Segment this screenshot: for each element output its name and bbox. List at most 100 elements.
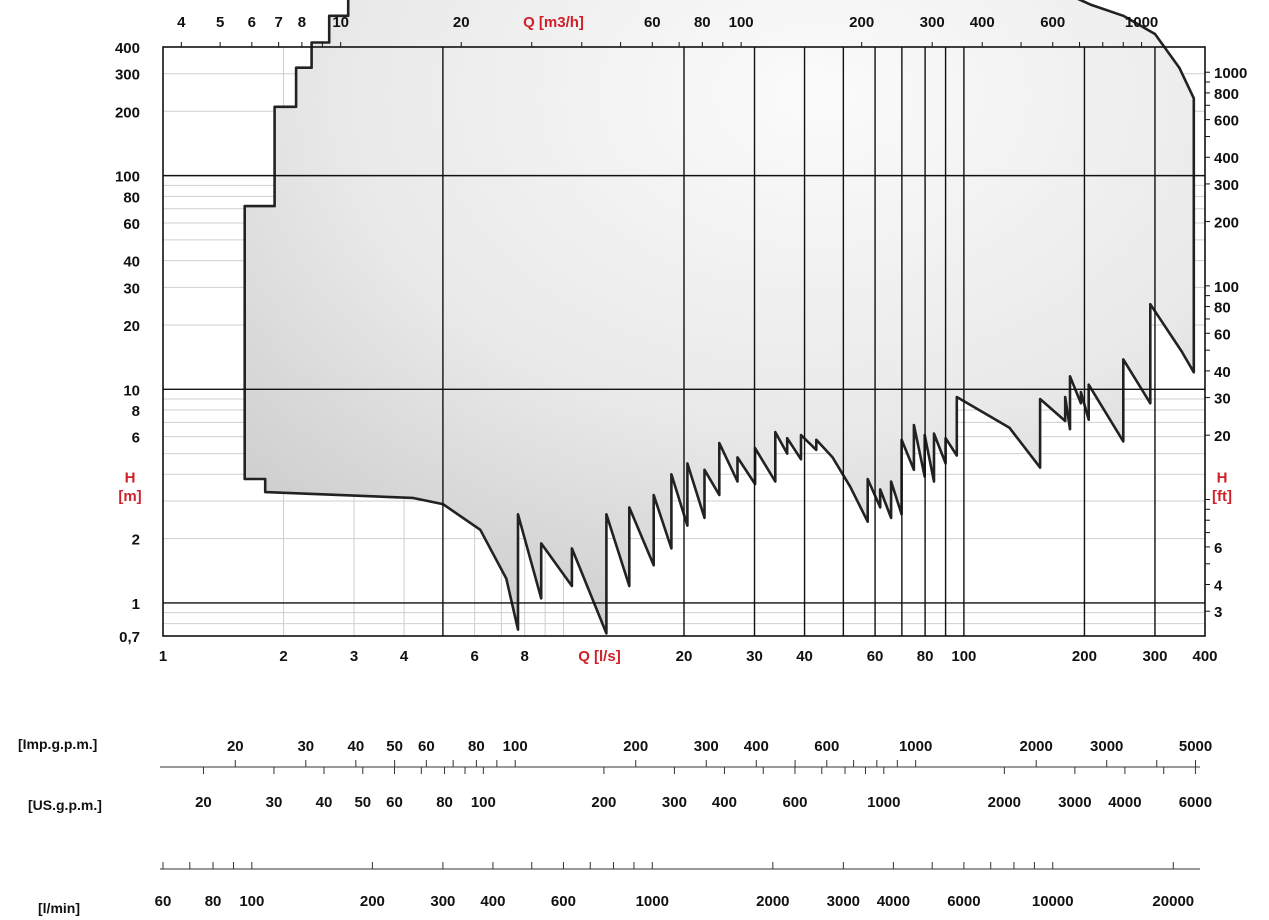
lmin-label: 80: [205, 893, 222, 910]
x2-tick-label: 7: [274, 14, 282, 31]
lmin-label: 400: [480, 893, 505, 910]
x2-tick-label: 5: [216, 14, 224, 31]
x2-tick-label: 60: [644, 14, 661, 31]
us-gpm-label: 20: [195, 794, 212, 811]
x-tick-label: 4: [400, 648, 409, 665]
lmin-label: 3000: [827, 893, 860, 910]
y2-tick-label: 30: [1214, 391, 1231, 408]
us-gpm-label: 60: [386, 794, 403, 811]
x-tick-label: 200: [1072, 648, 1097, 665]
x2-tick-label: 6: [248, 14, 256, 31]
imp-gpm-label: 1000: [899, 738, 932, 755]
x-tick-label: 20: [676, 648, 693, 665]
y2-tick-label: 4: [1214, 578, 1223, 595]
lmin-label: 20000: [1152, 893, 1194, 910]
axes: [162, 42, 1210, 637]
y2-tick-label: 20: [1214, 428, 1231, 445]
us-gpm-label: 600: [782, 794, 807, 811]
x2-tick-label: 4: [177, 14, 186, 31]
y-tick-label: 40: [123, 254, 140, 271]
imp-gpm-unit: [Imp.g.p.m.]: [18, 736, 97, 752]
us-gpm-label: 400: [712, 794, 737, 811]
x-tick-label: 1: [159, 648, 167, 665]
y-tick-label: 6: [132, 430, 140, 447]
lmin-label: 300: [430, 893, 455, 910]
y2-tick-label: 400: [1214, 150, 1239, 167]
x-tick-label: 80: [917, 648, 934, 665]
x2-tick-label: 300: [920, 14, 945, 31]
y-tick-label: 300: [115, 67, 140, 84]
x2-tick-label: 80: [694, 14, 711, 31]
x2-tick-label: 200: [849, 14, 874, 31]
lmin-label: 2000: [756, 893, 789, 910]
x-tick-label: 40: [796, 648, 813, 665]
y-tick-label: 8: [132, 403, 140, 420]
x-tick-label: 300: [1142, 648, 1167, 665]
y-tick-label: 2: [132, 532, 140, 549]
lmin-label: 100: [239, 893, 264, 910]
y-tick-label: 20: [123, 318, 140, 335]
us-gpm-label: 6000: [1179, 794, 1212, 811]
lower-unit-scales: 20 30 40 50 60 80 100 200 300 400 600 1000 2000 3000 5…: [18, 736, 1212, 916]
x-tick-label: 60: [867, 648, 884, 665]
y2-tick-label: 300: [1214, 177, 1239, 194]
us-gpm-label: 80: [436, 794, 453, 811]
us-gpm-label: 300: [662, 794, 687, 811]
us-gpm-label: 200: [591, 794, 616, 811]
y-tick-label: 10: [123, 382, 140, 399]
x2-tick-label: 20: [453, 14, 470, 31]
us-gpm-label: 3000: [1058, 794, 1091, 811]
lmin-unit: [l/min]: [38, 900, 80, 916]
us-gpm-label: 100: [471, 794, 496, 811]
x2-axis-label: Q [m3/h]: [523, 14, 584, 31]
x-tick-label: 6: [470, 648, 478, 665]
imp-gpm-label: 80: [468, 738, 485, 755]
imp-gpm-label: 40: [347, 738, 364, 755]
us-gpm-label: 2000: [988, 794, 1021, 811]
plot-frame: [162, 46, 1206, 637]
y2-axis-label-bottom: [ft]: [1212, 488, 1232, 505]
imp-gpm-label: 20: [227, 738, 244, 755]
y2-tick-label: 200: [1214, 215, 1239, 232]
us-gpm-label: 1000: [867, 794, 900, 811]
lmin-label: 6000: [947, 893, 980, 910]
y2-tick-label: 6: [1214, 540, 1222, 557]
grid-major: [163, 47, 1205, 636]
y2-axis-label-top: H: [1217, 470, 1228, 487]
lmin-label: 1000: [636, 893, 669, 910]
x2-tick-label: 600: [1040, 14, 1065, 31]
y-tick-label: 80: [123, 189, 140, 206]
imp-gpm-label: 60: [418, 738, 435, 755]
y-tick-label: 1: [132, 596, 140, 613]
x-tick-label: 100: [951, 648, 976, 665]
imp-gpm-label: 3000: [1090, 738, 1123, 755]
x-tick-label: 2: [279, 648, 287, 665]
us-gpm-label: 40: [316, 794, 333, 811]
imp-gpm-label: 400: [744, 738, 769, 755]
x2-tick-label: 10: [332, 14, 349, 31]
x-tick-label: 30: [746, 648, 763, 665]
us-gpm-label: 50: [354, 794, 371, 811]
imp-gpm-label: 300: [694, 738, 719, 755]
y-axis-label-top: H: [125, 470, 136, 487]
imp-gpm-label: 100: [503, 738, 528, 755]
y2-tick-label: 3: [1214, 604, 1222, 621]
y2-tick-label: 60: [1214, 326, 1231, 343]
lmin-label: 60: [155, 893, 172, 910]
y-tick-label: 100: [115, 169, 140, 186]
lmin-label: 200: [360, 893, 385, 910]
imp-gpm-label: 600: [814, 738, 839, 755]
imp-gpm-label: 50: [386, 738, 403, 755]
x-tick-label: 400: [1192, 648, 1217, 665]
y-tick-label: 0,7: [119, 629, 140, 646]
y2-tick-label: 80: [1214, 300, 1231, 317]
us-gpm-label: 4000: [1108, 794, 1141, 811]
x2-tick-label: 8: [298, 14, 306, 31]
y2-tick-label: 100: [1214, 279, 1239, 296]
imp-gpm-label: 2000: [1020, 738, 1053, 755]
y2-tick-label: 800: [1214, 86, 1239, 103]
us-gpm-label: 30: [266, 794, 283, 811]
lmin-label: 10000: [1032, 893, 1074, 910]
